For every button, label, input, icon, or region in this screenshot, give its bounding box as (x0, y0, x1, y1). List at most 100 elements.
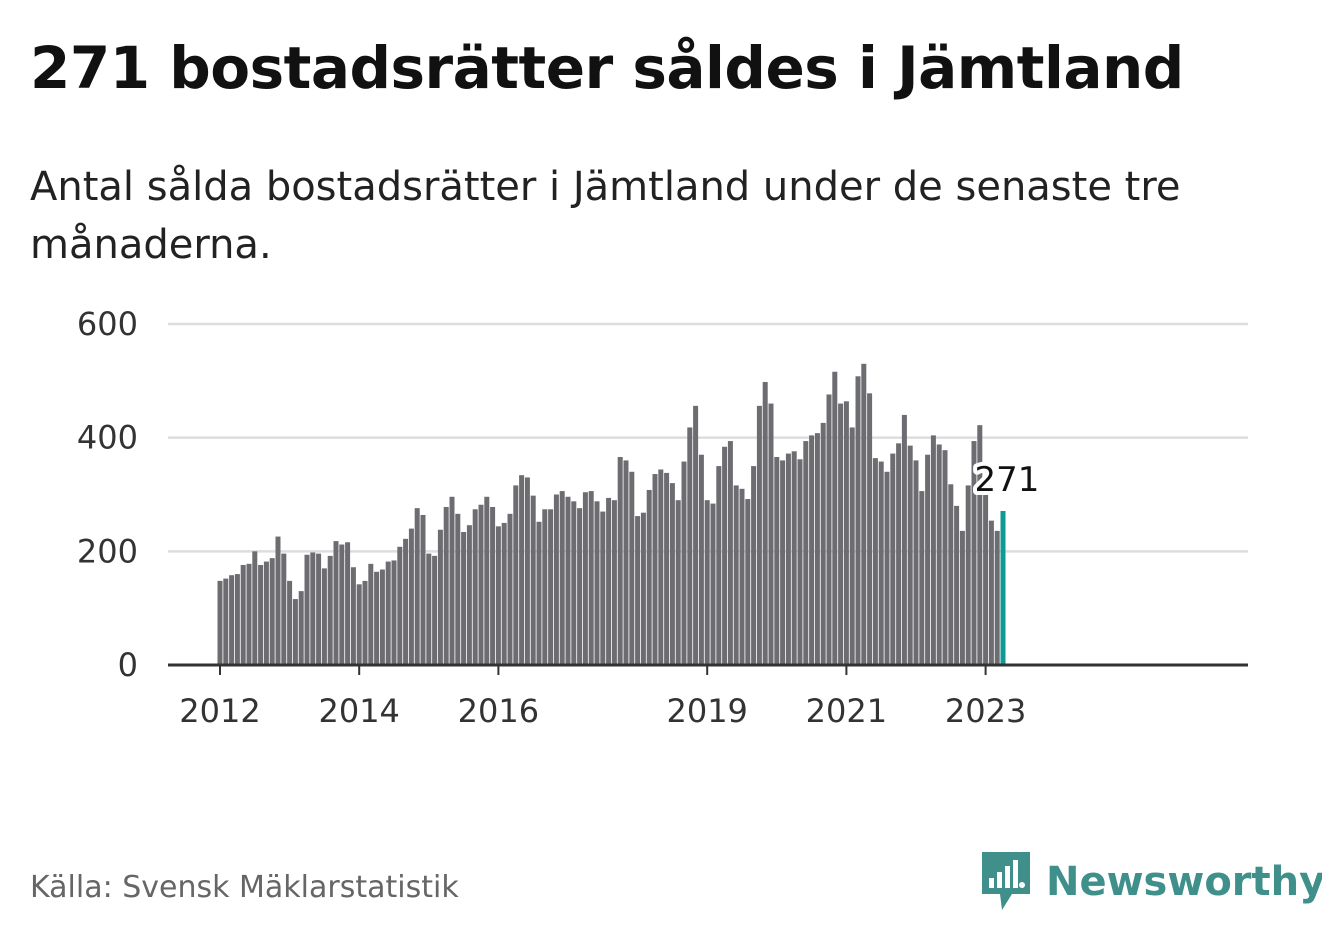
bar (449, 496, 455, 665)
bar (571, 501, 577, 665)
bar (350, 567, 356, 665)
bar (281, 553, 287, 665)
newsworthy-logo-icon (982, 852, 1030, 910)
bar (594, 501, 600, 665)
bar-highlight (1000, 510, 1006, 665)
bar (582, 492, 588, 665)
bar (524, 477, 530, 665)
brand-logo[interactable]: Newsworthy (982, 852, 1322, 912)
bar (269, 558, 275, 665)
bar (739, 488, 745, 665)
bar (704, 500, 710, 665)
bar (414, 508, 420, 665)
bar (385, 561, 391, 665)
bar (501, 522, 507, 665)
page-title: 271 bostadsrätter såldes i Jämtland (30, 34, 1184, 102)
bar (420, 514, 426, 665)
bar (379, 569, 385, 665)
bar (403, 538, 409, 665)
bar (791, 451, 797, 665)
bar (727, 441, 733, 665)
bar (994, 530, 1000, 665)
bar (913, 460, 919, 665)
source-note: Källa: Svensk Mäklarstatistik (30, 870, 459, 905)
y-tick-label: 400 (77, 419, 138, 457)
bar (333, 541, 339, 665)
bar (925, 454, 931, 665)
bar (623, 460, 629, 665)
bar (368, 563, 374, 665)
bar (930, 435, 936, 665)
bar (640, 512, 646, 665)
bar (988, 520, 994, 665)
bar (646, 489, 652, 665)
bar (316, 553, 322, 665)
bar (240, 564, 246, 665)
bar (971, 441, 977, 665)
bar (553, 494, 559, 665)
x-tick-label: 2023 (945, 692, 1026, 730)
bar (733, 485, 739, 665)
bar (635, 516, 641, 665)
bar (954, 505, 960, 665)
bar (919, 491, 925, 665)
bar (391, 560, 397, 665)
bar (217, 580, 223, 665)
x-tick-label: 2012 (179, 692, 260, 730)
bar (292, 599, 298, 665)
bar (229, 575, 235, 665)
bar (443, 507, 449, 665)
bar (617, 456, 623, 665)
axes: 0 200 400 600 2012 2014 2016 2019 2021 2023 271 (77, 305, 1248, 730)
bar (362, 580, 368, 665)
bar (849, 427, 855, 665)
bar (983, 494, 989, 665)
bar (530, 495, 536, 665)
bar (872, 458, 878, 665)
bar (861, 363, 867, 665)
bar (832, 371, 838, 665)
bar (258, 564, 264, 665)
bar (327, 555, 333, 665)
bar (768, 403, 774, 665)
bar (901, 414, 907, 665)
bar (513, 485, 519, 665)
x-tick-label: 2014 (318, 692, 399, 730)
bar (536, 521, 542, 665)
bar (397, 546, 403, 665)
bar (565, 496, 571, 665)
y-tick-label: 200 (77, 532, 138, 570)
bar (838, 403, 844, 665)
bar (965, 485, 971, 665)
bar (478, 504, 484, 665)
bar (629, 471, 635, 665)
bar (374, 571, 380, 665)
bar (455, 513, 461, 665)
bar (600, 511, 606, 665)
bar (756, 405, 762, 665)
bar (310, 552, 316, 665)
bar (345, 542, 351, 665)
bar (321, 568, 327, 665)
bar (780, 460, 786, 665)
bar (507, 513, 513, 665)
bar (675, 500, 681, 665)
bar (577, 508, 583, 665)
bar (246, 563, 252, 665)
bar (751, 466, 757, 665)
bar (843, 401, 849, 665)
callout-label: 271 (975, 460, 1040, 500)
bar (339, 544, 345, 665)
bar (223, 578, 229, 665)
bar (855, 376, 861, 665)
x-tick-label: 2016 (458, 692, 539, 730)
bar (774, 456, 780, 665)
bar (803, 441, 809, 665)
bar (652, 474, 658, 665)
bar (559, 491, 565, 665)
bar (658, 469, 664, 665)
bar (263, 561, 269, 665)
bar (298, 591, 304, 665)
bar (588, 491, 594, 665)
x-tick-label: 2019 (666, 692, 747, 730)
